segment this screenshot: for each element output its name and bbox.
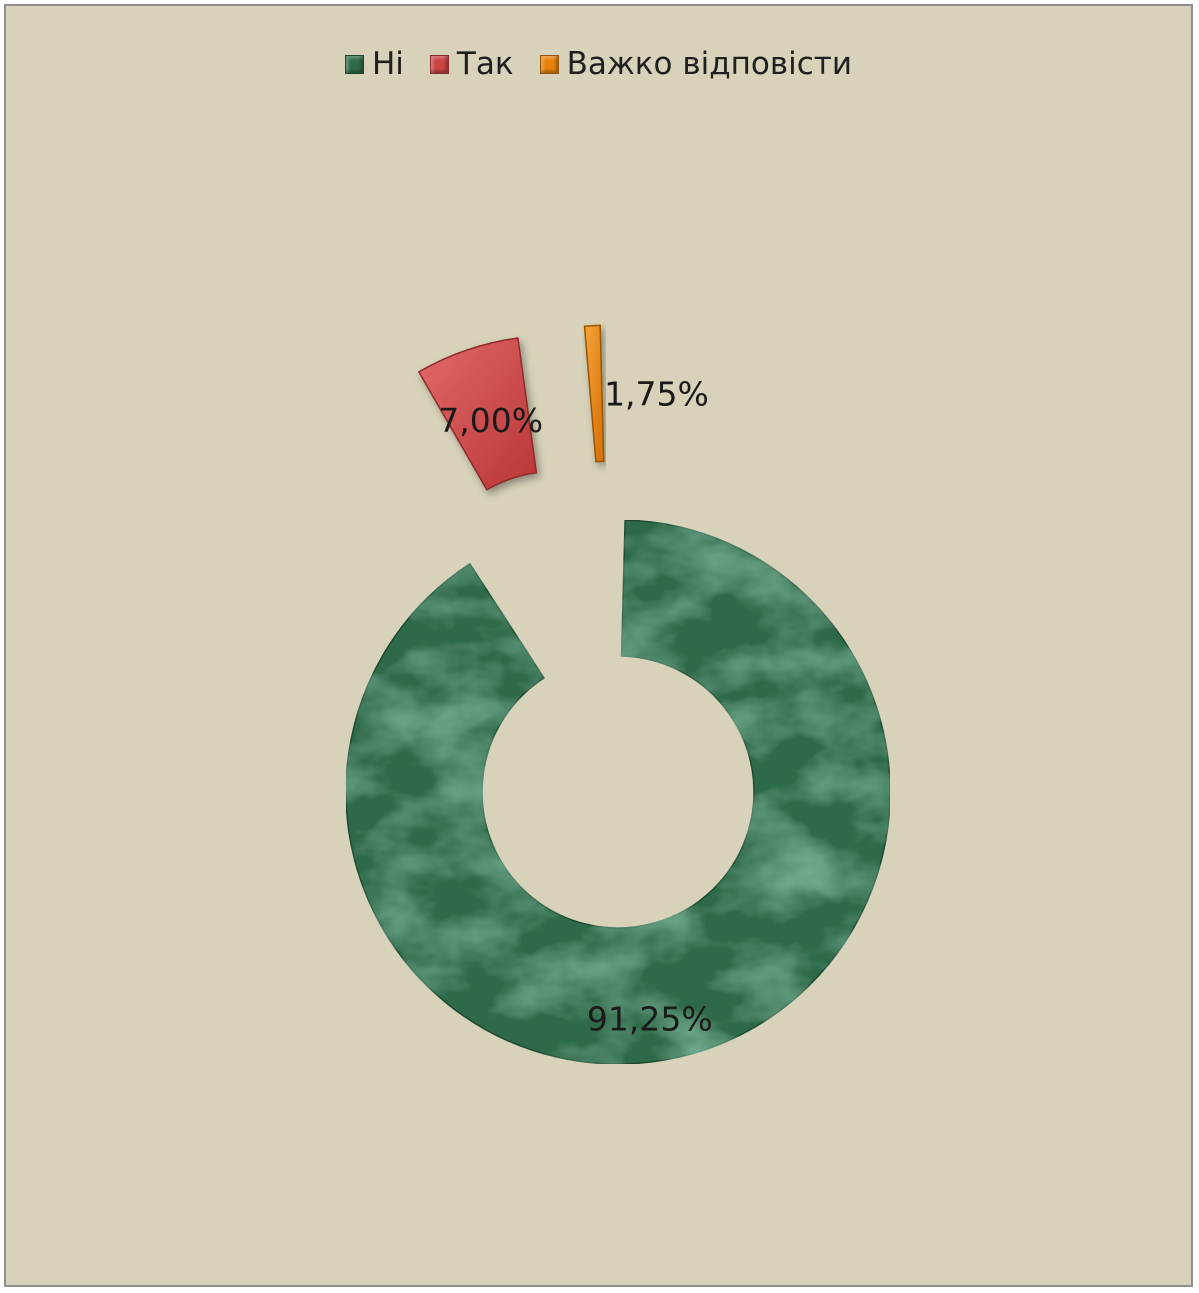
legend-swatch-vazhko xyxy=(539,54,559,74)
legend: Ні Так Важко відповісти xyxy=(6,46,1191,82)
legend-item-vazhko: Важко відповісти xyxy=(539,46,853,82)
legend-swatch-tak xyxy=(429,54,449,74)
slice-tak xyxy=(417,337,538,491)
legend-label-tak: Так xyxy=(456,46,514,82)
legend-swatch-ni xyxy=(344,54,364,74)
data-label-tak: 7,00% xyxy=(438,401,543,440)
slice-vazhko xyxy=(583,324,605,463)
data-label-vazhko: 1,75% xyxy=(604,375,709,414)
data-label-ni: 91,25% xyxy=(587,999,713,1038)
legend-item-tak: Так xyxy=(429,46,514,82)
chart-area: Ні Так Важко відповісти xyxy=(4,4,1193,1287)
slice-ni xyxy=(345,519,891,1065)
legend-label-vazhko: Важко відповісти xyxy=(566,46,853,82)
legend-item-ni: Ні xyxy=(344,46,404,82)
legend-label-ni: Ні xyxy=(371,46,404,82)
